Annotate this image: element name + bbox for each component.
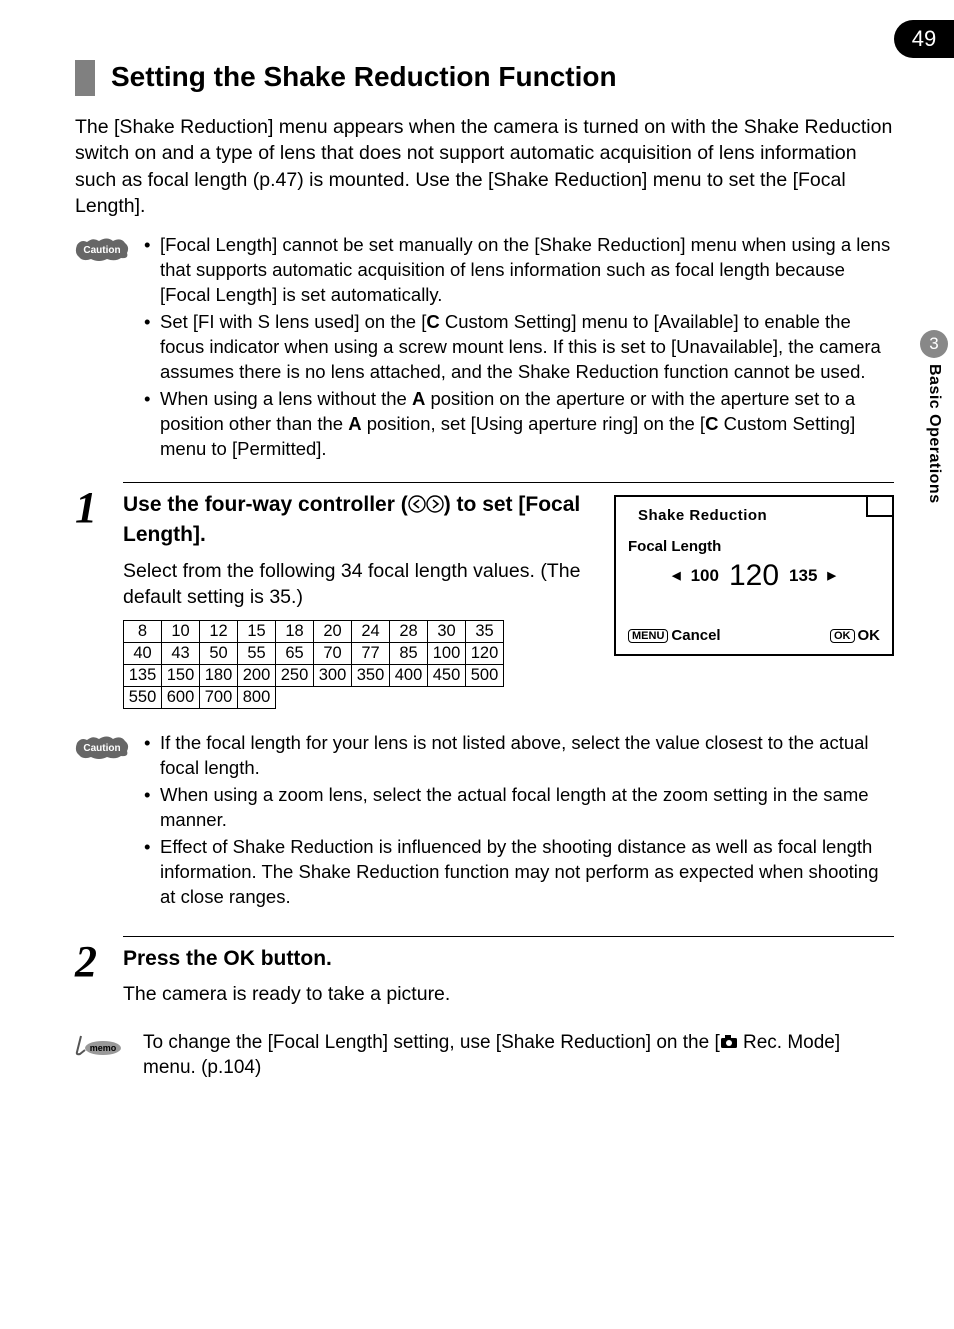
focal-cell: 55	[238, 643, 276, 665]
focal-cell: 200	[238, 665, 276, 687]
focal-cell: 150	[162, 665, 200, 687]
memo-icon: memo	[75, 1032, 123, 1056]
ok-text-symbol: OK	[223, 947, 255, 970]
focal-cell	[276, 687, 314, 709]
focal-cell: 300	[314, 665, 352, 687]
focal-cell: 43	[162, 643, 200, 665]
focal-cell: 30	[428, 621, 466, 643]
right-arrow-button-icon	[426, 493, 444, 521]
screen-title: Shake Reduction	[638, 507, 880, 524]
caution1-item2: Set [FI with S lens used] on the [C Cust…	[144, 310, 894, 385]
focal-cell: 15	[238, 621, 276, 643]
custom-c-symbol: C	[705, 413, 718, 434]
page-title: Setting the Shake Reduction Function	[111, 60, 617, 94]
step-2-title: Press the OK button.	[123, 945, 894, 973]
focal-cell: 18	[276, 621, 314, 643]
custom-c-symbol: C	[426, 311, 439, 332]
svg-text:memo: memo	[90, 1043, 117, 1053]
chapter-label: Basic Operations	[925, 364, 943, 504]
focal-cell: 135	[124, 665, 162, 687]
focal-cell: 350	[352, 665, 390, 687]
focal-cell	[314, 687, 352, 709]
focal-cell	[466, 687, 504, 709]
focal-cell: 700	[200, 687, 238, 709]
screen-ok: OKOK	[830, 627, 880, 644]
focal-cell: 20	[314, 621, 352, 643]
focal-cell: 400	[390, 665, 428, 687]
focal-cell: 70	[314, 643, 352, 665]
focal-cell: 450	[428, 665, 466, 687]
step-2: 2 Press the OK button. The camera is rea…	[75, 936, 894, 1008]
step-2-desc: The camera is ready to take a picture.	[123, 981, 894, 1007]
caution-block-2: Caution If the focal length for your len…	[75, 731, 894, 912]
left-triangle-icon: ◀	[672, 569, 680, 582]
menu-box-icon: MENU	[628, 629, 668, 643]
focal-cell: 10	[162, 621, 200, 643]
focal-cell: 100	[428, 643, 466, 665]
screen-fl-label: Focal Length	[628, 538, 880, 555]
focal-cell	[390, 687, 428, 709]
screen-val-center: 120	[729, 559, 779, 593]
ok-box-icon: OK	[830, 629, 855, 643]
right-triangle-icon: ▶	[827, 569, 835, 582]
svg-text:Caution: Caution	[83, 743, 120, 754]
focal-cell: 600	[162, 687, 200, 709]
screen-val-left: 100	[691, 566, 719, 586]
left-arrow-button-icon	[408, 493, 426, 521]
screen-cancel: MENUCancel	[628, 627, 721, 644]
focal-cell	[352, 687, 390, 709]
intro-paragraph: The [Shake Reduction] menu appears when …	[75, 114, 894, 219]
focal-cell: 180	[200, 665, 238, 687]
step-2-number: 2	[75, 940, 123, 984]
memo-block: memo To change the [Focal Length] settin…	[75, 1030, 894, 1081]
screen-val-right: 135	[789, 566, 817, 586]
aperture-a-symbol: A	[348, 413, 361, 434]
caution-icon: Caution	[75, 237, 130, 261]
heading-row: Setting the Shake Reduction Function	[75, 60, 894, 96]
focal-cell: 85	[390, 643, 428, 665]
page-number: 49	[894, 20, 954, 58]
focal-cell: 50	[200, 643, 238, 665]
focal-cell: 24	[352, 621, 390, 643]
memo-text: To change the [Focal Length] setting, us…	[143, 1030, 894, 1081]
heading-bar	[75, 60, 95, 96]
caution-block-1: Caution [Focal Length] cannot be set man…	[75, 233, 894, 464]
focal-cell: 35	[466, 621, 504, 643]
focal-cell: 800	[238, 687, 276, 709]
caution2-item2: When using a zoom lens, select the actua…	[144, 783, 894, 833]
caution2-item3: Effect of Shake Reduction is influenced …	[144, 835, 894, 910]
caution1-item1: [Focal Length] cannot be set manually on…	[144, 233, 894, 308]
focal-cell: 77	[352, 643, 390, 665]
camera-screen-mock: Shake Reduction Focal Length ◀ 100 120 1…	[614, 495, 894, 656]
focal-cell: 500	[466, 665, 504, 687]
focal-cell	[428, 687, 466, 709]
side-tab: 3 Basic Operations	[914, 330, 954, 504]
step-1-title: Use the four-way controller () to set [F…	[123, 491, 596, 550]
focal-cell: 65	[276, 643, 314, 665]
focal-cell: 250	[276, 665, 314, 687]
focal-cell: 550	[124, 687, 162, 709]
svg-text:Caution: Caution	[83, 245, 120, 256]
aperture-a-symbol: A	[412, 388, 425, 409]
focal-cell: 8	[124, 621, 162, 643]
screen-corner-tab	[866, 495, 894, 517]
caution1-item3: When using a lens without the A position…	[144, 387, 894, 462]
focal-cell: 40	[124, 643, 162, 665]
focal-length-table: 8101215182024283035 404350556570778510012…	[123, 620, 504, 709]
step-1-desc: Select from the following 34 focal lengt…	[123, 558, 596, 611]
caution-icon: Caution	[75, 735, 130, 759]
caution2-item1: If the focal length for your lens is not…	[144, 731, 894, 781]
chapter-number-badge: 3	[920, 330, 948, 358]
page-content: 49 3 Basic Operations Setting the Shake …	[0, 0, 954, 1141]
screen-value-row: ◀ 100 120 135 ▶	[628, 559, 880, 593]
focal-cell: 12	[200, 621, 238, 643]
step-1-number: 1	[75, 486, 123, 530]
camera-icon	[720, 1031, 738, 1045]
focal-cell: 28	[390, 621, 428, 643]
step-1: 1 Use the four-way controller () to set …	[75, 482, 894, 709]
focal-cell: 120	[466, 643, 504, 665]
